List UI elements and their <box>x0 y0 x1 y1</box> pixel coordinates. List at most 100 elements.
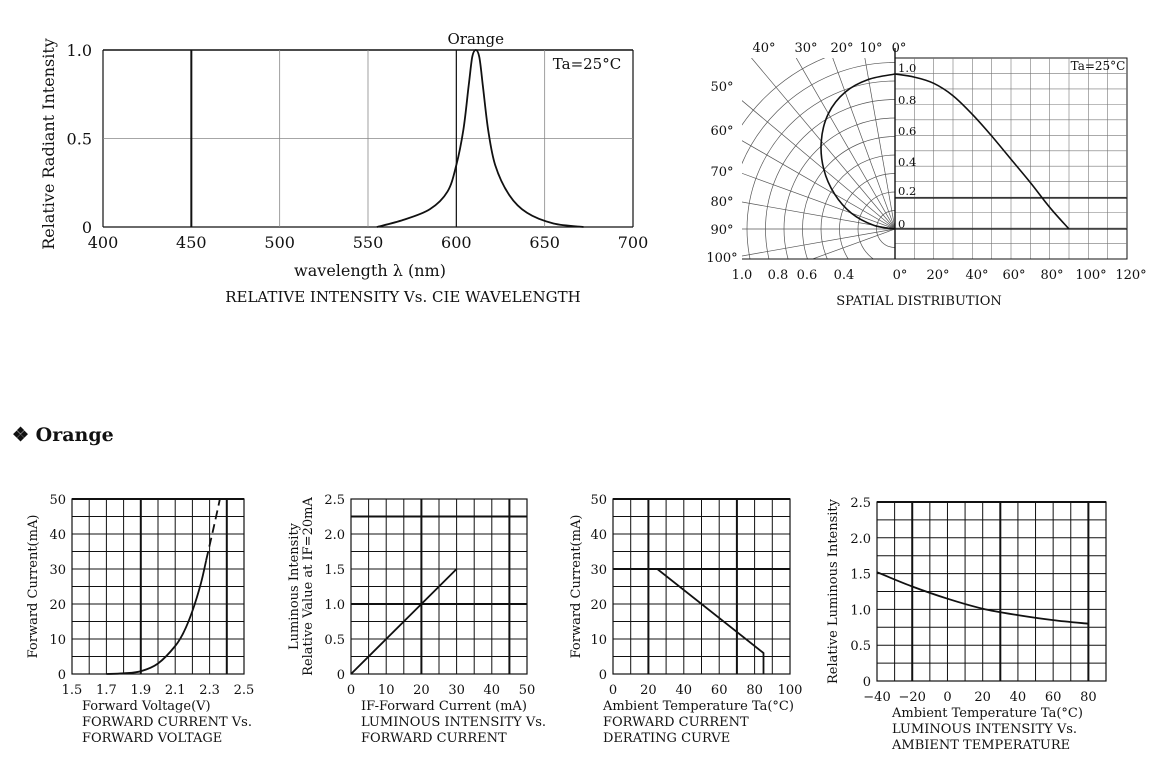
c2-bottom-label: 0° <box>893 268 908 283</box>
c6-x-label: Ambient Temperature Ta(°C) <box>891 706 1083 721</box>
c2-left-label: 0.8 <box>768 268 789 283</box>
c1-x-label: wavelength λ (nm) <box>294 261 446 280</box>
c3-x-tick: 2.1 <box>165 683 186 698</box>
c4-caption: LUMINOUS INTENSITY Vs. <box>361 715 546 730</box>
c5-y-tick: 30 <box>590 563 607 578</box>
c4-x-tick: 50 <box>519 683 536 698</box>
c4-x-tick: 40 <box>484 683 501 698</box>
c1-peak-label: Orange <box>447 30 504 48</box>
c3-x-tick: 1.9 <box>130 683 151 698</box>
c3-y-tick: 30 <box>49 563 66 578</box>
c3-y-tick: 20 <box>49 598 66 613</box>
c5-x-tick: 20 <box>640 683 657 698</box>
c3-x-tick: 2.3 <box>199 683 220 698</box>
c6-y-tick: 1.5 <box>850 568 871 583</box>
c3-y-tick: 0 <box>58 668 66 683</box>
c6-y-tick: 0 <box>863 675 871 690</box>
c3-y-tick: 10 <box>49 633 66 648</box>
c1-annotation: Ta=25°C <box>553 55 621 73</box>
c2-angle-label: 30° <box>794 41 817 56</box>
c5-caption: FORWARD CURRENT <box>603 715 749 730</box>
c2-spoke <box>742 228 895 257</box>
c5-y-tick: 10 <box>590 633 607 648</box>
c3-x-label: Forward Voltage(V) <box>82 699 211 714</box>
c5-y-tick: 0 <box>599 668 607 683</box>
c5-x-tick: 0 <box>609 683 617 698</box>
c2-caption: SPATIAL DISTRIBUTION <box>836 294 1002 309</box>
c6-y-tick: 2.0 <box>850 532 871 547</box>
c2-angle-label: 10° <box>859 41 882 56</box>
c1-x-tick: 700 <box>618 233 649 252</box>
c4-y-tick: 2.0 <box>324 528 345 543</box>
c4-x-tick: 30 <box>448 683 465 698</box>
c2-angle-label: 100° <box>706 251 737 266</box>
c3-x-tick: 2.5 <box>234 683 255 698</box>
c2-bottom-label: 20° <box>926 268 949 283</box>
c2-bottom-label: 80° <box>1040 268 1063 283</box>
c2-angle-label: 0° <box>892 41 907 56</box>
c2-spoke <box>864 58 895 230</box>
c5-y-tick: 20 <box>590 598 607 613</box>
c3-x-tick: 1.7 <box>96 683 117 698</box>
c5-x-tick: 60 <box>711 683 728 698</box>
c5-y-label: Forward Current(mA) <box>569 515 584 659</box>
c6-x-tick: 20 <box>974 690 991 705</box>
c5-x-tick: 40 <box>676 683 693 698</box>
c3-y-label: Forward Current(mA) <box>26 515 41 659</box>
c2-spoke <box>742 201 895 230</box>
c4-x-tick: 0 <box>347 683 355 698</box>
c4-x-label: IF-Forward Current (mA) <box>361 699 527 714</box>
c2-bottom-label: 120° <box>1115 268 1146 283</box>
section-title: ❖ Orange <box>12 424 114 446</box>
c1-x-tick: 400 <box>88 233 119 252</box>
c6-x-tick: −20 <box>899 690 926 705</box>
c2-curve-polar <box>820 73 896 230</box>
c4-y-tick: 0.5 <box>324 633 345 648</box>
c1-x-tick: 450 <box>176 233 207 252</box>
c2-annotation: Ta=25°C <box>1071 59 1126 73</box>
c2-curve-right <box>894 73 1070 230</box>
c4-caption: FORWARD CURRENT <box>361 731 507 746</box>
c2-radial-label: 0.6 <box>898 124 916 138</box>
c5-y-tick: 50 <box>590 493 607 508</box>
c1-x-tick: 500 <box>264 233 295 252</box>
c2-radial-label: 0.2 <box>898 184 916 198</box>
c4-y-label: Relative Value at IF=20mA <box>301 497 316 676</box>
c2-bottom-label: 40° <box>965 268 988 283</box>
c3-series-0 <box>106 560 208 675</box>
c6-x-tick: 40 <box>1010 690 1027 705</box>
c2-left-label: 0.4 <box>834 268 855 283</box>
c2-angle-label: 90° <box>710 223 733 238</box>
c2-bottom-label: 60° <box>1002 268 1025 283</box>
c2-bottom-label: 100° <box>1075 268 1106 283</box>
c4-x-tick: 10 <box>378 683 395 698</box>
c6-caption: AMBIENT TEMPERATURE <box>891 738 1070 753</box>
c5-y-tick: 40 <box>590 528 607 543</box>
c2-radial-label: 0.4 <box>898 155 916 169</box>
c6-x-tick: 0 <box>943 690 951 705</box>
c4-y-tick: 1.5 <box>324 563 345 578</box>
c2-radial-label: 0 <box>898 217 905 231</box>
c4-y-tick: 1.0 <box>324 598 345 613</box>
c4-x-tick: 20 <box>413 683 430 698</box>
c2-spoke <box>811 228 895 259</box>
c1-x-tick: 650 <box>529 233 560 252</box>
c6-y-label: Relative Luminous Intensity <box>826 498 841 684</box>
c2-spoke <box>832 58 895 230</box>
c2-angle-label: 80° <box>710 195 733 210</box>
c3-x-tick: 1.5 <box>62 683 83 698</box>
c5-x-label: Ambient Temperature Ta(°C) <box>602 699 794 714</box>
c6-x-tick: 60 <box>1045 690 1062 705</box>
c5-caption: DERATING CURVE <box>603 731 730 746</box>
c2-spoke <box>742 172 895 230</box>
c2-left-label: 1.0 <box>732 268 753 283</box>
c3-caption: FORWARD CURRENT Vs. <box>82 715 252 730</box>
c4-y-label: Luminous Intensity <box>287 522 302 650</box>
c2-angle-label: 50° <box>710 80 733 95</box>
c6-series-0 <box>876 571 1089 625</box>
c6-caption: LUMINOUS INTENSITY Vs. <box>892 722 1077 737</box>
c6-y-tick: 0.5 <box>850 639 871 654</box>
c1-x-tick: 600 <box>441 233 472 252</box>
c3-caption: FORWARD VOLTAGE <box>82 731 222 746</box>
